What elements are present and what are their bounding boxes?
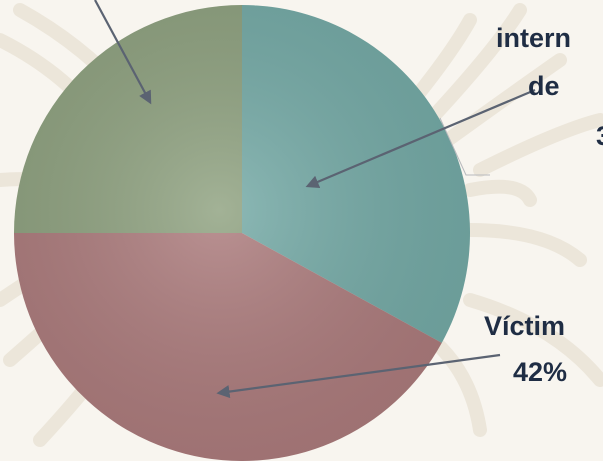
slice-2-label-line-1: Víctim xyxy=(484,311,565,341)
leaf-stroke xyxy=(423,3,527,127)
pie-sheen xyxy=(14,5,470,461)
arrow-slice-2 xyxy=(216,353,501,399)
arrow-slice-1 xyxy=(305,88,536,188)
slice-1-label-line-1: intern xyxy=(496,23,571,53)
leaf-stroke xyxy=(463,223,587,267)
slice-2-label-line-2: 42% xyxy=(513,357,567,387)
leaf-stroke xyxy=(463,179,537,207)
leaf-stroke xyxy=(473,113,603,177)
arrow-slice-3 xyxy=(94,0,152,105)
leader-lines xyxy=(439,117,490,176)
slice-labels: intern de 3 Víctim 42% xyxy=(484,23,603,387)
leader-line-1 xyxy=(439,117,490,176)
slice-1-label-line-3: 3 xyxy=(596,121,603,151)
leaf-stroke xyxy=(463,293,603,387)
slice-1-label-line-2: de xyxy=(528,71,560,101)
arrows xyxy=(94,0,536,399)
